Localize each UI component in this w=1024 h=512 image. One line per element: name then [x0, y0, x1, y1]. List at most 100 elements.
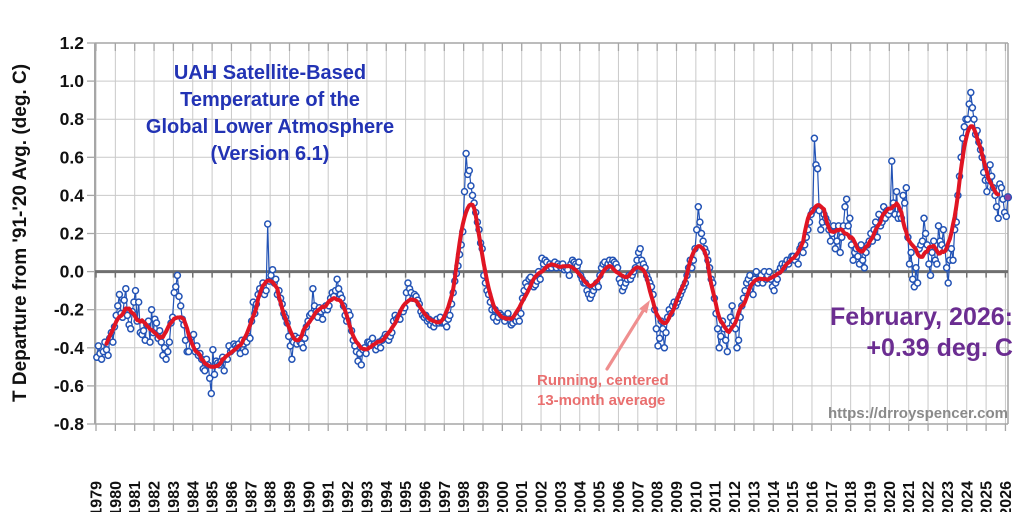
monthly-anomaly-marker	[721, 336, 730, 344]
monthly-anomaly-marker	[175, 292, 183, 301]
monthly-anomaly-marker	[817, 225, 825, 234]
monthly-anomaly-marker	[836, 248, 844, 257]
monthly-anomaly-marker	[694, 203, 703, 211]
monthly-anomaly-marker	[934, 222, 943, 230]
x-tick-label: 2026	[998, 481, 1015, 512]
monthly-anomaly-marker	[157, 338, 166, 346]
monthly-anomaly-marker	[1002, 212, 1011, 221]
x-tick-label: 2014	[766, 481, 783, 512]
x-tick-label: 1997	[437, 481, 454, 512]
monthly-anomaly-marker	[983, 187, 991, 196]
monthly-anomaly-marker	[201, 366, 209, 375]
running-average-line	[104, 124, 1001, 369]
x-tick-label: 1980	[108, 481, 125, 512]
monthly-anomaly-marker	[147, 305, 156, 314]
monthly-anomaly-marker	[926, 271, 935, 280]
y-tick-label: -0.6	[54, 376, 84, 396]
monthly-anomaly-marker	[986, 161, 994, 169]
y-tick-label: -0.8	[54, 414, 84, 434]
monthly-anomaly-marker	[123, 311, 132, 320]
monthly-anomaly-marker	[467, 182, 475, 190]
monthly-anomaly-marker	[970, 115, 978, 123]
monthly-anomaly-marker	[841, 203, 849, 211]
monthly-anomaly-marker	[241, 347, 249, 356]
monthly-anomaly-marker	[992, 203, 1001, 211]
monthly-anomaly-marker	[849, 256, 857, 264]
x-tick-label: 1993	[359, 481, 376, 512]
monthly-anomaly-marker	[468, 191, 477, 200]
monthly-anomaly-marker	[654, 342, 662, 350]
x-tick-label: 2011	[708, 481, 725, 512]
x-tick-label: 1983	[166, 481, 183, 512]
monthly-anomaly-marker	[939, 225, 948, 234]
running-average-annotation: Running, centered 13-month average	[537, 371, 669, 411]
monthly-anomaly-marker	[933, 260, 941, 268]
monthly-anomaly-marker	[594, 283, 603, 291]
x-tick-label: 2012	[727, 481, 744, 512]
chart-title: UAH Satellite-Based Temperature of the G…	[143, 60, 397, 168]
monthly-anomaly-marker	[205, 374, 214, 383]
chart-title-line4: (Version 6.1)	[210, 143, 330, 165]
monthly-anomaly-marker	[565, 271, 574, 280]
x-tick-label: 1979	[89, 481, 106, 512]
monthly-anomaly-marker	[770, 286, 778, 295]
monthly-anomaly-marker	[833, 237, 841, 245]
monthly-anomaly-marker	[299, 344, 307, 352]
monthly-anomaly-marker	[262, 286, 270, 295]
monthly-anomaly-marker	[913, 279, 922, 287]
x-tick-label: 1995	[398, 481, 415, 512]
y-axis-label: T Departure from '91-'20 Avg. (deg. C)	[10, 63, 31, 403]
latest-value-anomaly: +0.39 deg. C	[866, 334, 1013, 362]
monthly-anomaly-marker	[728, 302, 736, 310]
monthly-anomaly-marker	[715, 344, 723, 352]
monthly-anomaly-marker	[210, 370, 219, 379]
chart-title-line3: Global Lower Atmosphere	[145, 116, 395, 138]
x-tick-label: 2017	[824, 481, 841, 512]
monthly-anomaly-marker	[152, 319, 161, 327]
x-tick-label: 1984	[185, 481, 202, 512]
monthly-anomaly-marker	[134, 298, 143, 306]
monthly-anomaly-marker	[813, 164, 822, 173]
monthly-anomaly-marker	[655, 334, 664, 343]
monthly-anomaly-marker	[963, 115, 972, 123]
monthly-anomaly-marker	[209, 345, 217, 354]
x-tick-label: 2023	[940, 481, 957, 512]
y-tick-label: 1.2	[60, 33, 85, 53]
monthly-anomaly-marker	[854, 252, 862, 261]
y-tick-label: -0.4	[54, 338, 84, 358]
running-average-arrowhead	[639, 300, 650, 314]
monthly-anomaly-marker	[176, 302, 185, 310]
y-tick-label: 0.8	[60, 109, 85, 129]
monthly-anomaly-marker	[888, 157, 896, 165]
monthly-anomaly-marker	[844, 222, 852, 230]
monthly-anomaly-marker	[318, 315, 327, 323]
x-tick-label: 2019	[863, 481, 880, 512]
monthly-anomaly-marker	[114, 302, 122, 310]
monthly-anomaly-marker	[810, 134, 819, 143]
monthly-anomaly-marker	[465, 166, 474, 175]
x-tick-label: 1999	[476, 481, 493, 512]
monthly-anomaly-marker	[858, 256, 867, 264]
monthly-anomaly-marker	[925, 260, 933, 268]
monthly-anomaly-marker	[173, 271, 182, 280]
monthly-anomaly-marker	[968, 104, 977, 112]
running-average-annotation-line2: 13-month average	[537, 392, 666, 409]
y-tick-label: 0.2	[60, 224, 85, 244]
monthly-anomaly-marker	[908, 275, 917, 283]
y-tick-label: -0.2	[54, 300, 84, 320]
monthly-anomaly-marker	[462, 149, 470, 158]
x-tick-label: 2015	[785, 481, 802, 512]
running-average-annotation-line1: Running, centered	[537, 372, 669, 389]
monthly-anomaly-marker	[376, 344, 385, 352]
x-tick-label: 1986	[224, 481, 241, 512]
x-tick-label: 1990	[301, 481, 318, 512]
monthly-anomaly-marker	[947, 244, 956, 253]
monthly-anomaly-marker	[912, 264, 920, 272]
x-tick-label: 2025	[979, 481, 996, 512]
monthly-anomaly-marker	[207, 389, 216, 398]
monthly-anomaly-marker	[146, 338, 154, 346]
monthly-anomaly-marker	[949, 256, 957, 264]
monthly-anomaly-marker	[794, 260, 802, 268]
monthly-anomaly-marker	[652, 325, 661, 333]
